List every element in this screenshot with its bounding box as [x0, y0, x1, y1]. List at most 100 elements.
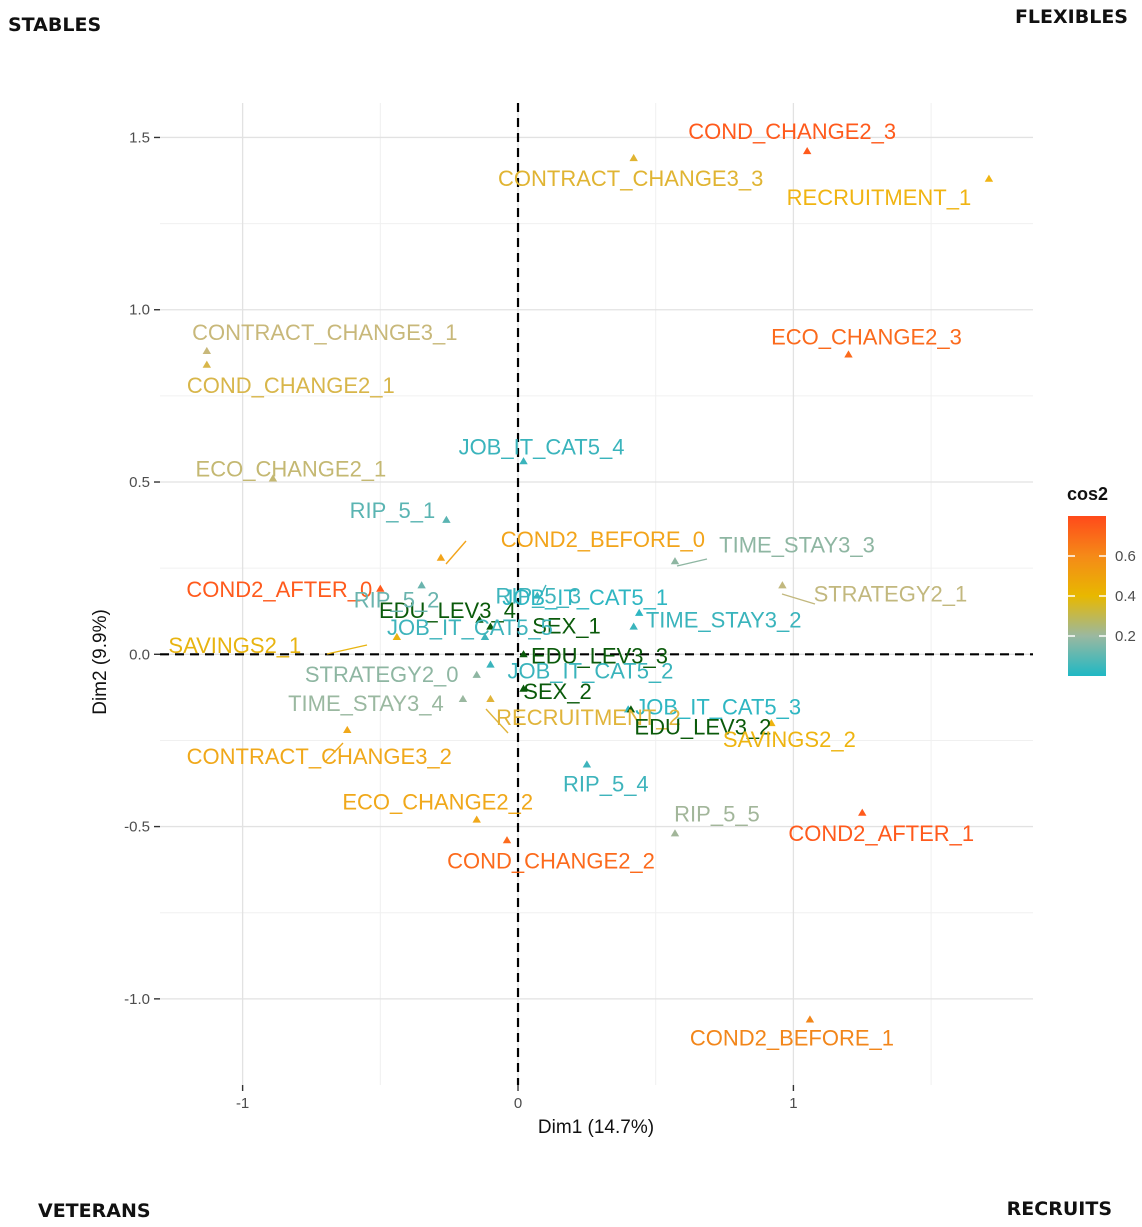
- data-label-rip-5-2: RIP_5_2: [354, 587, 440, 612]
- data-point-savings2-1: [392, 632, 402, 641]
- leader-line: [485, 708, 509, 734]
- data-label-job-it-cat5-5: JOB_IT_CAT5_5: [387, 615, 553, 640]
- leader-line: [536, 584, 547, 604]
- data-point-edu-lev3-3: [519, 650, 528, 658]
- y-tick-label: 0.0: [129, 646, 150, 663]
- quadrant-label-veterans: VETERANS: [38, 1200, 151, 1222]
- data-point-rip-5-1: [442, 515, 451, 523]
- data-label-edu-lev3-3: EDU_LEV3_3: [531, 643, 668, 668]
- leader-line: [445, 540, 467, 565]
- color-legend: cos2 0.2 0.4 0.6: [1067, 484, 1136, 676]
- data-label-eco-change2-2: ECO_CHANGE2_2: [342, 790, 533, 815]
- data-label-rip-5-5: RIP_5_5: [674, 801, 760, 826]
- data-label-cond2-after-0: COND2_AFTER_0: [186, 577, 372, 602]
- data-point-time-stay3-4: [458, 694, 468, 703]
- data-label-eco-change2-1: ECO_CHANGE2_1: [196, 457, 387, 482]
- data-label-cond2-before-0: COND2_BEFORE_0: [501, 527, 705, 552]
- legend-title: cos2: [1067, 484, 1108, 504]
- leader-line: [326, 644, 368, 655]
- data-label-time-stay3-4: TIME_STAY3_4: [288, 691, 444, 716]
- data-points: [202, 147, 994, 1023]
- data-label-recruitment-2: RECRUITMENT_2: [496, 705, 681, 730]
- data-label-contract-change3-3: CONTRACT_CHANGE3_3: [498, 166, 763, 191]
- x-tick-label: 1: [789, 1095, 797, 1112]
- data-label-cond-change2-3: COND_CHANGE2_3: [688, 119, 896, 144]
- data-point-recruitment-1: [984, 174, 994, 182]
- data-label-time-stay3-2: TIME_STAY3_2: [646, 608, 802, 633]
- label-leader-lines: [324, 540, 816, 763]
- data-point-eco-change2-1: [268, 474, 278, 482]
- data-point-time-stay3-3: [670, 557, 680, 565]
- data-point-cond2-before-1: [805, 1015, 815, 1023]
- legend-tick-label: 0.6: [1115, 548, 1136, 565]
- quadrant-label-stables: STABLES: [8, 14, 102, 36]
- x-tick-label: -1: [236, 1095, 249, 1112]
- data-label-rip-5-3: RIP_5_3: [495, 584, 581, 609]
- data-point-eco-change2-3: [844, 350, 853, 358]
- data-label-cond-change2-2: COND_CHANGE2_2: [447, 848, 655, 873]
- data-point-edu-lev3-4: [475, 615, 484, 623]
- quadrant-label-recruits: RECRUITS: [1006, 1198, 1112, 1220]
- leader-line: [676, 558, 708, 567]
- data-label-eco-change2-3: ECO_CHANGE2_3: [771, 325, 962, 350]
- data-label-contract-change3-2: CONTRACT_CHANGE3_2: [187, 744, 452, 769]
- legend-tick-label: 0.4: [1115, 588, 1136, 605]
- data-label-contract-change3-1: CONTRACT_CHANGE3_1: [192, 320, 457, 345]
- data-point-cond-change2-3: [802, 147, 812, 155]
- data-point-contract-change3-3: [629, 153, 638, 162]
- data-label-time-stay3-3: TIME_STAY3_3: [719, 532, 875, 557]
- data-point-rip-5-5: [670, 829, 680, 837]
- legend-tick-label: 0.2: [1115, 628, 1136, 645]
- reference-lines: [160, 103, 1033, 1085]
- data-label-rip-5-1: RIP_5_1: [350, 498, 436, 523]
- data-point-edu-lev3-2: [626, 705, 636, 713]
- y-tick-label: 0.5: [129, 474, 150, 491]
- data-label-sex-1: SEX_1: [532, 614, 601, 639]
- y-tick-label: -0.5: [124, 819, 150, 836]
- data-point-savings2-2: [767, 719, 776, 727]
- x-axis-label: Dim1 (14.7%): [538, 1117, 654, 1138]
- quadrant-label-flexibles: FLEXIBLES: [1014, 6, 1128, 28]
- data-point-rip-5-2: [417, 581, 426, 589]
- data-point-time-stay3-2: [629, 622, 638, 630]
- data-point-cond-change2-2: [502, 836, 512, 844]
- data-label-savings2-1: SAVINGS2_1: [168, 633, 301, 658]
- data-point-cond2-after-1: [858, 808, 867, 816]
- data-label-rip-5-4: RIP_5_4: [563, 772, 649, 797]
- data-point-rip-5-3: [533, 591, 542, 599]
- data-point-job-it-cat5-2: [486, 660, 495, 668]
- data-point-strategy2-0: [472, 670, 481, 678]
- data-label-strategy2-0: STRATEGY2_0: [305, 662, 459, 687]
- axes: -1 0 1 -1.0 -0.5 0.0 0.5 1.0 1.5: [124, 129, 797, 1112]
- data-point-sex-2: [519, 684, 528, 692]
- data-point-recruitment-2: [486, 694, 495, 703]
- data-labels: COND_CHANGE2_3 CONTRACT_CHANGE3_3 RECRUITM…: [168, 119, 974, 1050]
- data-point-job-it-cat5-4: [519, 457, 528, 465]
- leader-line: [781, 593, 816, 605]
- data-label-cond2-before-1: COND2_BEFORE_1: [690, 1026, 894, 1051]
- data-label-job-it-cat5-4: JOB_IT_CAT5_4: [459, 434, 625, 459]
- data-point-rip-5-4: [582, 760, 592, 768]
- data-point-contract-change3-2: [343, 725, 352, 734]
- leader-line: [324, 742, 344, 763]
- x-tick-label: 0: [514, 1095, 522, 1112]
- data-point-contract-change3-1: [202, 346, 212, 355]
- y-tick-label: 1.0: [129, 302, 150, 319]
- data-point-cond-change2-1: [202, 360, 212, 368]
- data-label-edu-lev3-4: EDU_LEV3_4: [379, 598, 516, 623]
- y-axis-label: Dim2 (9.9%): [90, 609, 111, 715]
- data-point-strategy2-1: [778, 581, 787, 589]
- data-label-savings2-2: SAVINGS2_2: [723, 727, 856, 752]
- data-point-eco-change2-2: [472, 815, 481, 823]
- data-label-sex-2: SEX_2: [523, 679, 592, 704]
- data-label-job-it-cat5-2: JOB_IT_CAT5_2: [508, 659, 674, 684]
- data-point-job-it-cat5-5: [480, 632, 490, 641]
- y-tick-label: 1.5: [129, 129, 150, 146]
- data-label-edu-lev3-2: EDU_LEV3_2: [634, 714, 771, 739]
- data-label-cond-change2-1: COND_CHANGE2_1: [187, 373, 395, 398]
- y-tick-label: -1.0: [124, 991, 150, 1008]
- data-point-sex-1: [486, 622, 495, 630]
- data-point-job-it-cat5-1: [634, 608, 644, 616]
- data-label-strategy2-1: STRATEGY2_1: [814, 581, 968, 606]
